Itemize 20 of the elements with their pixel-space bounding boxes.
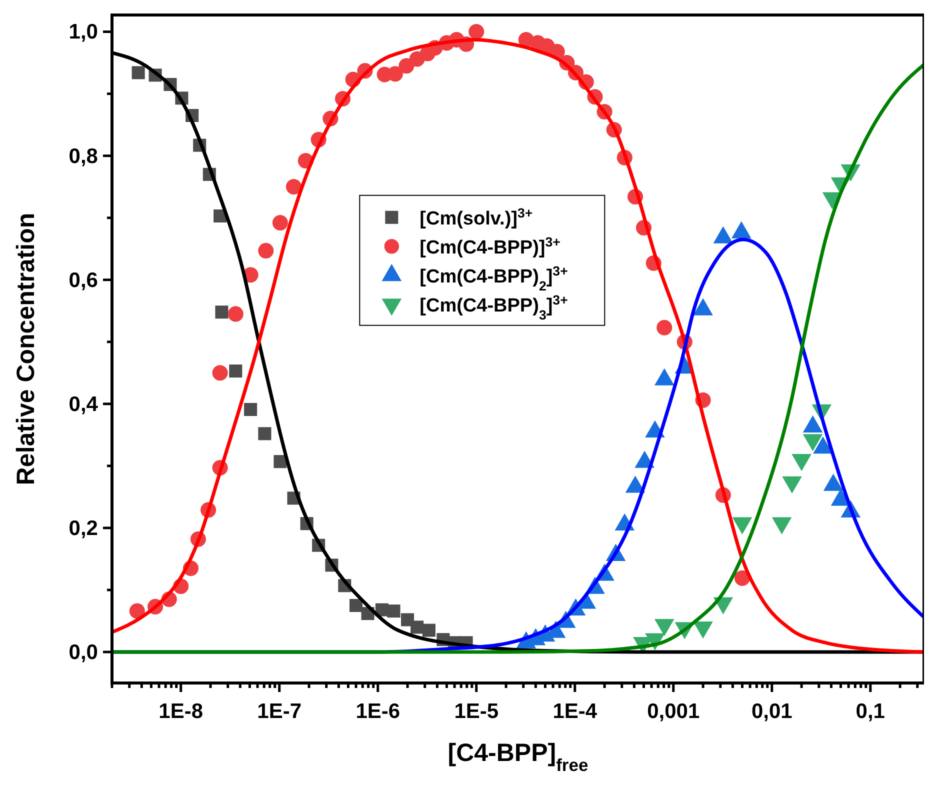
y-tick-label: 0,8	[68, 144, 98, 168]
legend-label: [Cm(C4-BPP)]$^{3+}$	[420, 234, 561, 258]
legend-label: [Cm(C4-BPP)$_{3}$]$^{3+}$	[420, 292, 568, 322]
x-tick-label: 0,001	[647, 700, 700, 723]
x-tick-label: 1E-8	[158, 700, 204, 723]
x-tick-label: 0,1	[856, 700, 886, 723]
x-tick-label: 1E-7	[257, 700, 302, 723]
y-tick-label: 0,6	[68, 268, 98, 292]
y-tick-label: 0,2	[68, 516, 98, 540]
y-axis-title: Relative Concentration	[12, 212, 40, 486]
y-tick-label: 0,4	[68, 392, 98, 416]
legend-label: [Cm(C4-BPP)$_{2}$]$^{3+}$	[420, 262, 568, 293]
x-axis-title: [C4-BPP]$_{free}$	[448, 739, 588, 775]
x-tick-label: 1E-6	[356, 700, 400, 723]
x-tick-label: 1E-4	[552, 700, 598, 723]
x-tick-label: 0,01	[751, 700, 793, 723]
legend-label: [Cm(solv.)]$^{3+}$	[420, 204, 533, 230]
y-tick-label: 1,0	[68, 20, 98, 44]
y-tick-label: 0,0	[68, 640, 98, 664]
x-tick-label: 1E-5	[454, 700, 499, 723]
